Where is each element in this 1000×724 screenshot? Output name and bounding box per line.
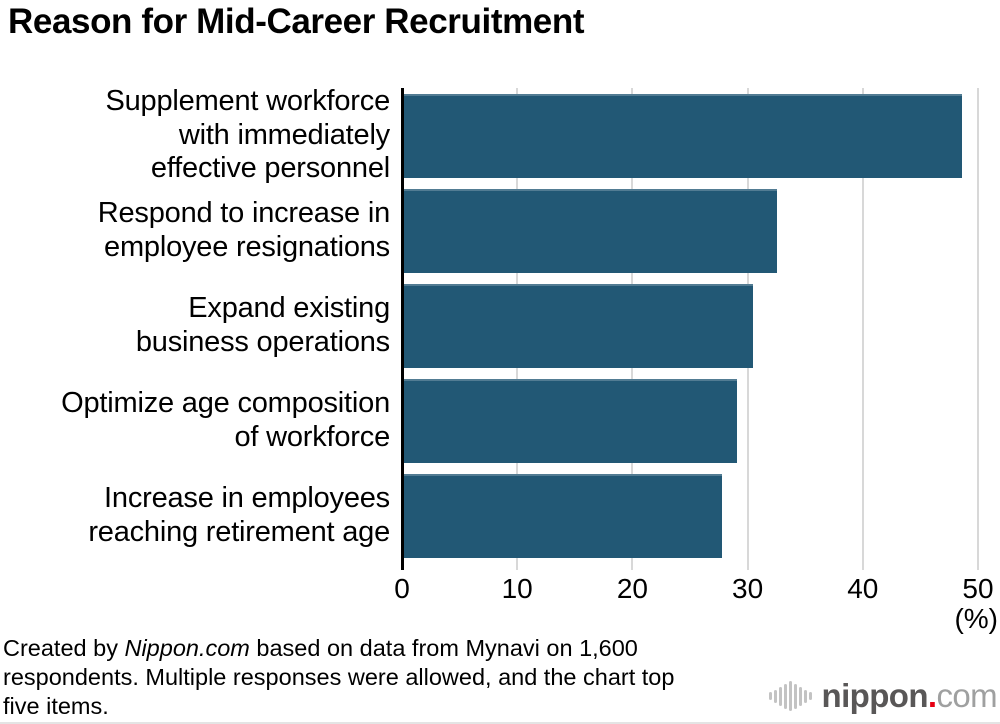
x-tick-label-0: 0 xyxy=(394,573,410,604)
x-axis-ticks: 0 10 20 30 40 50 xyxy=(0,573,1000,605)
bar-3 xyxy=(404,283,754,368)
category-label-4: Optimize age composition of workforce xyxy=(61,387,390,453)
x-tick-label-10: 10 xyxy=(501,573,533,604)
category-labels: Supplement workforce with immediately effe… xyxy=(0,85,390,563)
x-tick-label-40: 40 xyxy=(847,573,879,604)
source-note-brand-italic: Nippon.com xyxy=(124,635,250,661)
soundwave-icon xyxy=(768,680,812,712)
x-tick-label-50: 50 xyxy=(962,573,994,604)
bottom-divider xyxy=(0,722,1000,724)
bar-2 xyxy=(404,188,778,273)
chart-title: Reason for Mid-Career Recruitment xyxy=(8,2,585,41)
category-label-2: Respond to increase in employee resignati… xyxy=(97,197,390,263)
logo-tld: com xyxy=(936,677,997,714)
gridline-50 xyxy=(977,88,979,570)
source-note-line3: five items. xyxy=(3,693,109,719)
source-note-line2: respondents. Multiple responses were all… xyxy=(3,664,675,690)
category-label-5: Increase in employees reaching retirement… xyxy=(88,482,390,548)
source-note: Created by Nippon.com based on data from… xyxy=(3,634,763,721)
logo-dot: . xyxy=(927,677,937,714)
source-note-line1-rest: based on data from Mynavi on 1,600 xyxy=(249,635,638,661)
nippon-logo: nippon.com xyxy=(768,676,998,716)
nippon-logo-text: nippon.com xyxy=(821,677,998,715)
category-label-1: Supplement workforce with immediately effe… xyxy=(105,85,390,185)
x-tick-label-30: 30 xyxy=(732,573,764,604)
x-tick-label-20: 20 xyxy=(616,573,648,604)
logo-brand: nippon xyxy=(821,677,929,714)
category-label-3: Expand existing business operations xyxy=(135,292,390,358)
plot-area xyxy=(401,88,990,570)
bar-5 xyxy=(404,473,722,558)
x-axis-unit-label: (%) xyxy=(954,603,998,634)
y-axis-line xyxy=(401,88,404,570)
bar-1 xyxy=(404,93,962,178)
bar-4 xyxy=(404,378,737,463)
gridline-40 xyxy=(861,88,864,570)
source-note-line1-prefix: Created by xyxy=(3,635,125,661)
